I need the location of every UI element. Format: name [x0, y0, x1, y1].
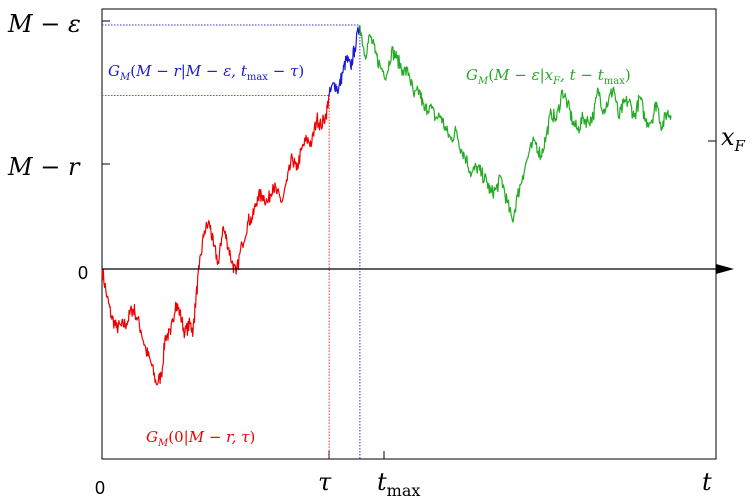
y-label-m-minus-r: M − r	[7, 153, 81, 181]
x-label-tau: τ	[318, 468, 332, 496]
x-label-origin: 0	[95, 478, 105, 498]
annotation-blue: GM(M − r|M − ε, tmax − τ)	[108, 62, 304, 83]
x-label-tmax: tmax	[377, 468, 420, 499]
annotation-green: GM(M − ε|xF, t − tmax)	[466, 66, 631, 87]
trajectory-blue-segment	[328, 24, 361, 96]
trajectory-red-segment	[101, 94, 330, 386]
axis-arrow-icon	[716, 264, 734, 274]
annotation-red: GM(0|M − r, τ)	[146, 428, 255, 449]
y-label-m-minus-epsilon: M − ε	[7, 10, 81, 38]
trajectory-green-segment	[359, 24, 672, 223]
y-label-xf: xF	[721, 123, 746, 155]
y-label-zero: 0	[78, 263, 88, 283]
trajectory	[101, 24, 672, 386]
x-label-t: t	[702, 468, 712, 496]
plot-frame	[101, 8, 717, 460]
